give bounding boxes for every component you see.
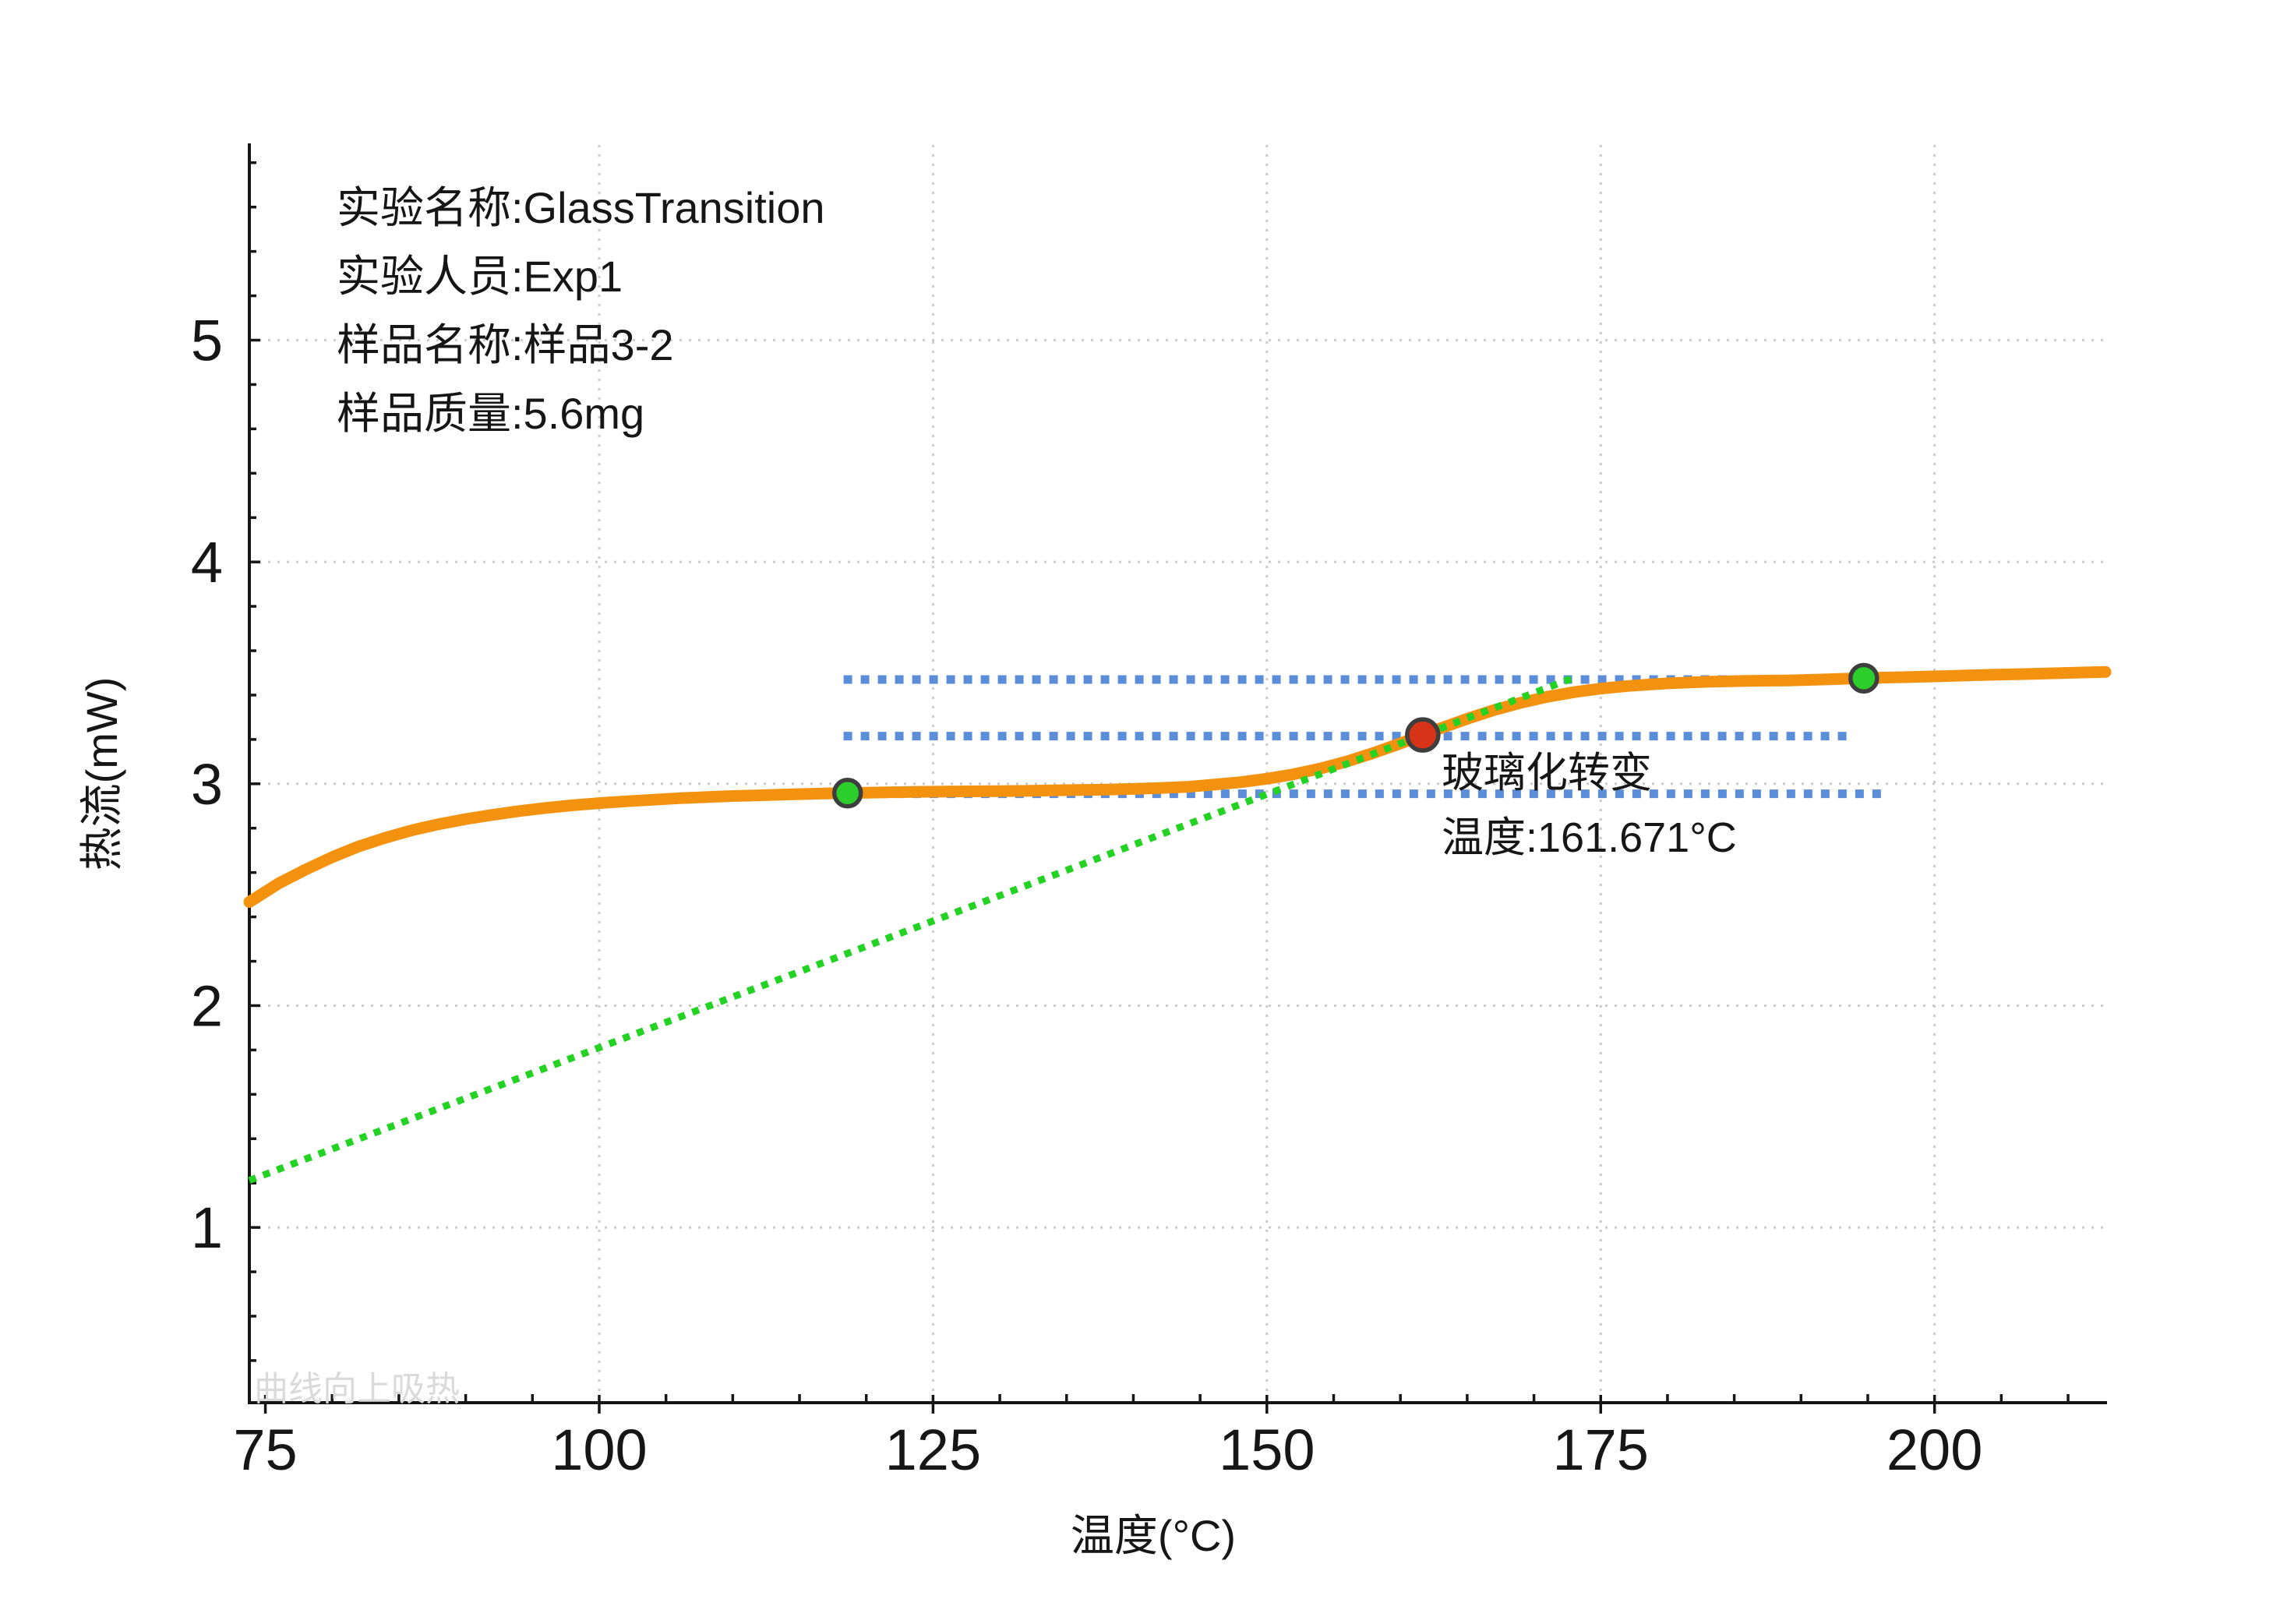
y-tick-label: 1	[191, 1195, 223, 1260]
tg-annotation-title: 玻璃化转变	[1442, 750, 1652, 796]
series-layer	[243, 665, 2112, 1184]
y-axis-title: 热流(mW)	[77, 677, 126, 871]
y-tick-label: 5	[191, 308, 223, 372]
info-sample-mass: 样品质量:5.6mg	[337, 389, 644, 438]
info-experiment-name: 实验名称:GlassTransition	[337, 183, 825, 232]
y-tick-label: 3	[191, 752, 223, 817]
x-tick-label: 75	[233, 1417, 297, 1482]
y-tick-label: 4	[191, 530, 223, 595]
endotherm-up-note: 曲线向上吸热	[254, 1370, 460, 1408]
axis-layer: 75 100 125 150 175 200 1 2 3 4 5	[191, 143, 2107, 1482]
x-tick-label: 150	[1219, 1417, 1315, 1482]
info-sample-name: 样品名称:样品3-2	[337, 320, 674, 369]
x-tick-label: 200	[1887, 1417, 1982, 1482]
text-layer: 实验名称:GlassTransition 实验人员:Exp1 样品名称:样品3-…	[77, 183, 1737, 1560]
x-tick-label: 175	[1552, 1417, 1648, 1482]
x-tick-label: 100	[551, 1417, 647, 1482]
info-operator: 实验人员:Exp1	[337, 252, 623, 301]
x-tick-label: 125	[885, 1417, 981, 1482]
x-axis-title: 温度(°C)	[1071, 1511, 1236, 1560]
tg-annotation-temperature: 温度:161.671°C	[1442, 814, 1737, 861]
midpoint-marker	[1405, 717, 1441, 753]
dsc-heat-flow-curve	[243, 665, 2112, 908]
y-tick-label: 2	[191, 973, 223, 1038]
marker-layer	[831, 662, 1879, 809]
end-marker	[1848, 662, 1879, 694]
onset-marker	[831, 778, 863, 809]
